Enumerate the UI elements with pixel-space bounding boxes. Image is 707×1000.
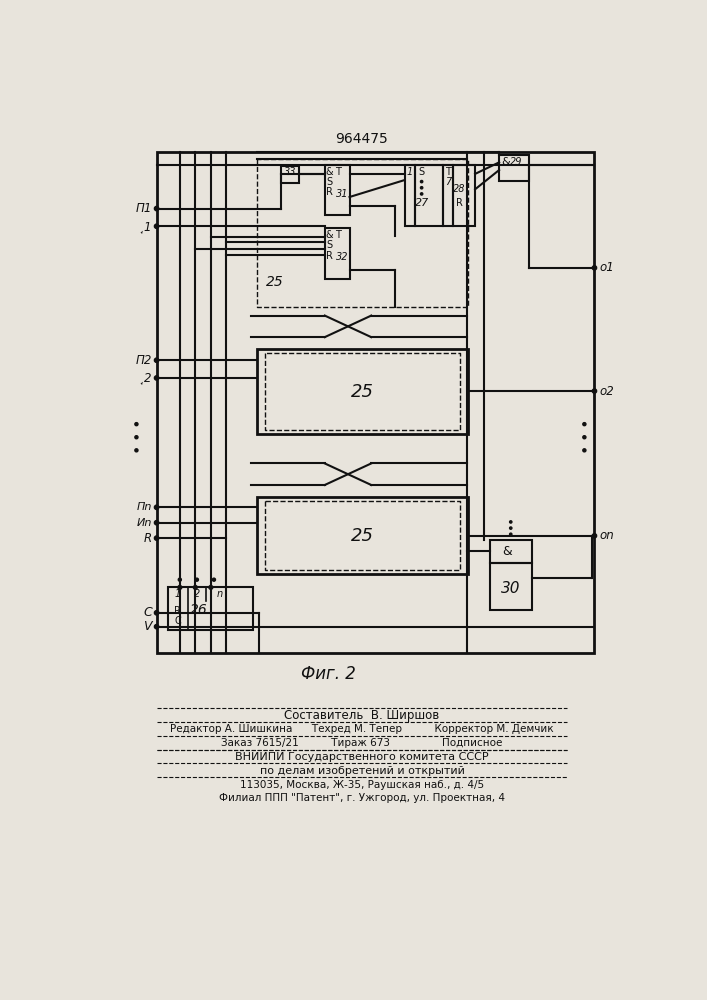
Text: V: V: [144, 620, 152, 633]
Text: Заказ 7615/21          Тираж 673                Подписное: Заказ 7615/21 Тираж 673 Подписное: [221, 738, 503, 748]
Text: ̘2: ̘2: [144, 371, 152, 384]
Text: по делам изобретений и открытий: по делам изобретений и открытий: [259, 766, 464, 776]
Text: R: R: [326, 251, 333, 261]
Circle shape: [154, 358, 159, 362]
Circle shape: [154, 505, 159, 509]
Circle shape: [154, 206, 159, 211]
Text: o2: o2: [599, 385, 614, 398]
Bar: [490, 563, 532, 610]
Circle shape: [135, 436, 138, 439]
Text: &: &: [501, 157, 510, 167]
Text: R: R: [456, 198, 463, 208]
Circle shape: [583, 423, 586, 426]
Text: on: on: [599, 529, 614, 542]
Circle shape: [592, 266, 597, 270]
Bar: [257, 497, 468, 574]
Text: Иn: Иn: [136, 518, 152, 528]
Text: 27: 27: [414, 198, 428, 208]
Text: Составитель  В. Ширшов: Составитель В. Ширшов: [284, 709, 440, 722]
Text: T: T: [335, 167, 341, 177]
Text: S: S: [327, 240, 332, 250]
Bar: [325, 228, 349, 279]
Circle shape: [194, 585, 197, 589]
Text: &: &: [502, 545, 512, 558]
Text: 32: 32: [336, 252, 348, 262]
Text: n: n: [217, 589, 223, 599]
Circle shape: [135, 423, 138, 426]
Bar: [499, 155, 529, 181]
Bar: [257, 349, 468, 434]
Bar: [281, 166, 299, 183]
Text: 25: 25: [266, 275, 284, 289]
Bar: [325, 165, 349, 215]
Circle shape: [421, 180, 423, 183]
Circle shape: [209, 585, 213, 589]
Circle shape: [510, 533, 512, 535]
Text: П2: П2: [136, 354, 152, 367]
Circle shape: [510, 521, 512, 523]
Circle shape: [154, 536, 159, 540]
Bar: [168, 587, 253, 630]
Text: &: &: [326, 167, 333, 177]
Text: Пn: Пn: [136, 502, 152, 512]
Text: 33: 33: [284, 167, 296, 177]
Text: 25: 25: [351, 383, 374, 401]
Circle shape: [135, 449, 138, 452]
Circle shape: [510, 527, 512, 529]
Text: 1: 1: [407, 167, 413, 177]
Circle shape: [583, 449, 586, 452]
Bar: [404, 165, 416, 226]
Bar: [156, 152, 595, 653]
Text: R: R: [174, 606, 181, 616]
Circle shape: [421, 193, 423, 195]
Text: 26: 26: [190, 603, 208, 617]
Bar: [490, 540, 532, 563]
Text: 113035, Москва, Ж-35, Раушская наб., д. 4/5: 113035, Москва, Ж-35, Раушская наб., д. …: [240, 780, 484, 790]
Text: 2: 2: [194, 589, 200, 599]
Circle shape: [178, 585, 182, 589]
Circle shape: [154, 376, 159, 380]
Text: T: T: [445, 167, 451, 177]
Text: R: R: [144, 532, 152, 545]
Text: ̘1: ̘1: [144, 220, 152, 233]
Circle shape: [195, 578, 199, 581]
Bar: [416, 165, 443, 226]
Text: 28: 28: [453, 184, 466, 194]
Circle shape: [154, 625, 159, 629]
Circle shape: [212, 578, 216, 581]
Text: S: S: [327, 177, 332, 187]
Circle shape: [178, 578, 182, 581]
Text: 25: 25: [351, 527, 374, 545]
Text: 7: 7: [445, 177, 451, 187]
Circle shape: [592, 534, 597, 538]
Circle shape: [154, 611, 159, 615]
Text: 964475: 964475: [336, 132, 388, 146]
Text: R: R: [326, 187, 333, 197]
Text: ВНИИПИ Государственного комитета СССР: ВНИИПИ Государственного комитета СССР: [235, 752, 489, 762]
Text: T: T: [335, 230, 341, 240]
Circle shape: [154, 224, 159, 228]
Text: Фиг. 2: Фиг. 2: [301, 665, 356, 683]
Text: 1: 1: [175, 589, 180, 599]
Text: &: &: [326, 230, 333, 240]
Circle shape: [583, 436, 586, 439]
Text: Филиал ППП "Патент", г. Ужгород, ул. Проектная, 4: Филиал ППП "Патент", г. Ужгород, ул. Про…: [219, 793, 505, 803]
Circle shape: [592, 389, 597, 393]
Text: 31: 31: [336, 189, 348, 199]
Text: S: S: [419, 167, 425, 177]
Text: 30: 30: [501, 581, 520, 596]
Bar: [443, 165, 453, 226]
Text: Редактор А. Шишкина      Техред М. Тепер          Корректор М. Демчик: Редактор А. Шишкина Техред М. Тепер Корр…: [170, 724, 554, 734]
Text: C: C: [144, 606, 152, 619]
Circle shape: [154, 521, 159, 525]
Text: C: C: [174, 615, 181, 626]
Text: П1: П1: [136, 202, 152, 215]
Text: 29: 29: [510, 157, 522, 167]
Circle shape: [421, 187, 423, 189]
Bar: [453, 165, 475, 226]
Text: o1: o1: [599, 261, 614, 274]
